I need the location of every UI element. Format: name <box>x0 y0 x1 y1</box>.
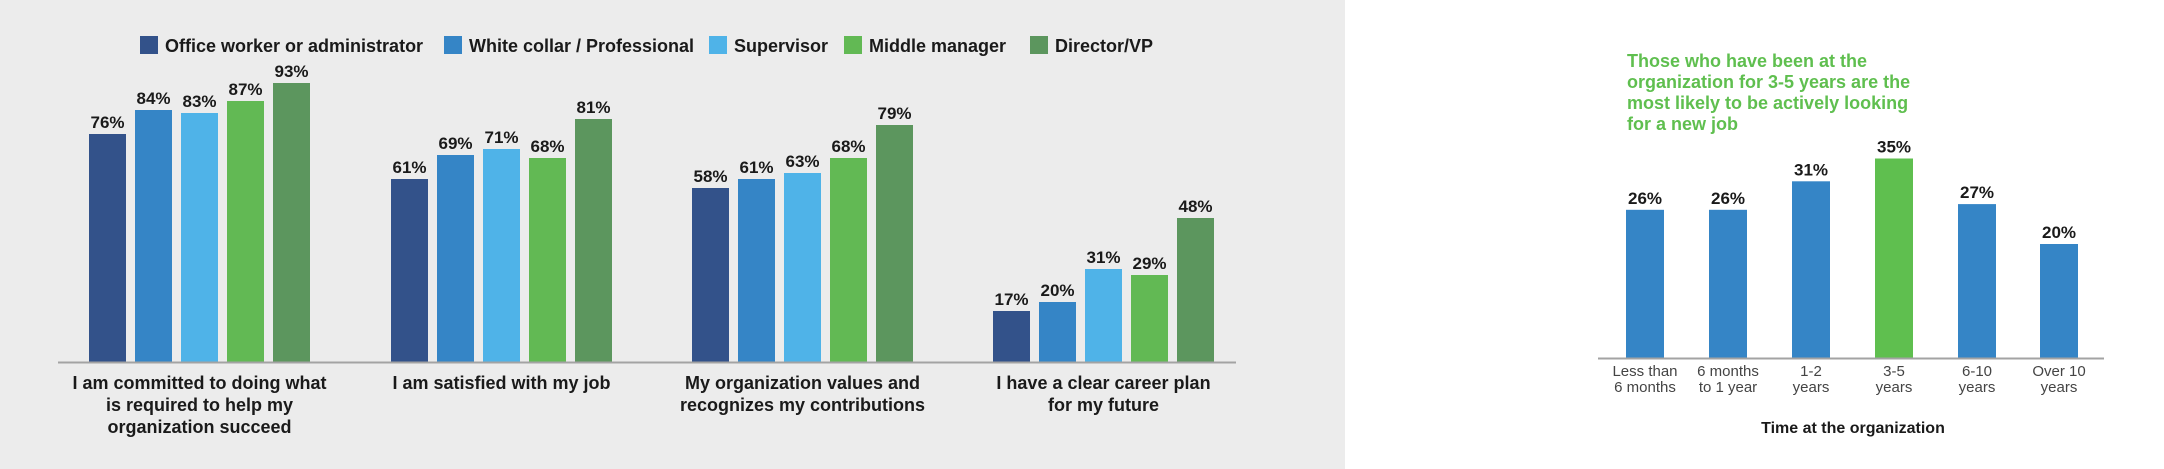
bar <box>2040 244 2078 358</box>
legend-swatch <box>1030 36 1048 54</box>
bar <box>1875 158 1913 358</box>
bar <box>1177 218 1214 362</box>
data-label: 84% <box>136 89 170 108</box>
category-label: recognizes my contributions <box>680 395 925 415</box>
x-axis-title: Time at the organization <box>1761 420 1945 437</box>
data-label: 68% <box>530 137 564 156</box>
data-label: 20% <box>2042 223 2076 242</box>
category-label: for my future <box>1048 395 1159 415</box>
bar <box>529 158 566 362</box>
legend-label: White collar / Professional <box>469 36 694 56</box>
category-label: years <box>1876 379 1913 396</box>
bar <box>1709 209 1747 358</box>
bar <box>483 149 520 362</box>
legend-swatch <box>444 36 462 54</box>
category-label: to 1 year <box>1699 379 1757 396</box>
data-label: 61% <box>739 158 773 177</box>
bar <box>1039 302 1076 362</box>
category-label: 6 months <box>1614 379 1676 396</box>
category-label: years <box>1959 379 1996 396</box>
legend-label: Supervisor <box>734 36 828 56</box>
bar <box>784 173 821 362</box>
data-label: 26% <box>1711 189 1745 208</box>
category-label: Over 10 <box>2032 363 2085 380</box>
category-label: 6-10 <box>1962 363 1992 380</box>
data-label: 29% <box>1132 254 1166 273</box>
category-label: 3-5 <box>1883 363 1905 380</box>
bar <box>437 155 474 362</box>
category-label: I am committed to doing what <box>72 373 326 393</box>
bar <box>181 113 218 362</box>
bar <box>135 110 172 362</box>
category-label: I am satisfied with my job <box>392 373 610 393</box>
bar <box>1085 269 1122 362</box>
legend-label: Director/VP <box>1055 36 1153 56</box>
annotation-text: organization for 3-5 years are the <box>1627 72 1910 92</box>
data-label: 68% <box>831 137 865 156</box>
bar <box>391 179 428 362</box>
bar <box>1958 204 1996 358</box>
bar <box>1131 275 1168 362</box>
bar <box>227 101 264 362</box>
legend-label: Middle manager <box>869 36 1006 56</box>
category-label: 6 months <box>1697 363 1759 380</box>
bar <box>830 158 867 362</box>
category-label: years <box>2041 379 2078 396</box>
annotation-text: Those who have been at the <box>1627 51 1867 71</box>
data-label: 87% <box>228 80 262 99</box>
data-label: 71% <box>484 128 518 147</box>
bar <box>993 311 1030 362</box>
data-label: 81% <box>576 98 610 117</box>
data-label: 79% <box>877 104 911 123</box>
bar <box>876 125 913 362</box>
data-label: 20% <box>1040 281 1074 300</box>
data-label: 31% <box>1794 160 1828 179</box>
annotation-text: for a new job <box>1627 114 1738 134</box>
left-chart-panel <box>0 0 1345 469</box>
bar <box>575 119 612 362</box>
bar <box>692 188 729 362</box>
category-label: I have a clear career plan <box>996 373 1210 393</box>
data-label: 63% <box>785 152 819 171</box>
bar <box>273 83 310 362</box>
data-label: 35% <box>1877 138 1911 157</box>
category-label: Less than <box>1612 363 1677 380</box>
data-label: 93% <box>274 62 308 81</box>
data-label: 83% <box>182 92 216 111</box>
legend-swatch <box>844 36 862 54</box>
category-label: My organization values and <box>685 373 920 393</box>
data-label: 58% <box>693 167 727 186</box>
annotation-text: most likely to be actively looking <box>1627 93 1908 113</box>
category-label: years <box>1793 379 1830 396</box>
data-label: 31% <box>1086 248 1120 267</box>
data-label: 26% <box>1628 189 1662 208</box>
bar <box>1792 181 1830 358</box>
data-label: 17% <box>994 290 1028 309</box>
data-label: 48% <box>1178 197 1212 216</box>
legend-label: Office worker or administrator <box>165 36 423 56</box>
bar <box>738 179 775 362</box>
data-label: 61% <box>392 158 426 177</box>
data-label: 27% <box>1960 183 1994 202</box>
bar <box>89 134 126 362</box>
category-label: organization succeed <box>107 417 291 437</box>
category-label: is required to help my <box>106 395 293 415</box>
data-label: 76% <box>90 113 124 132</box>
grouped-bar-chart: Office worker or administrator White coll… <box>58 36 1236 437</box>
legend-swatch <box>140 36 158 54</box>
data-label: 69% <box>438 134 472 153</box>
category-label: 1-2 <box>1800 363 1822 380</box>
bar <box>1626 209 1664 358</box>
legend-swatch <box>709 36 727 54</box>
